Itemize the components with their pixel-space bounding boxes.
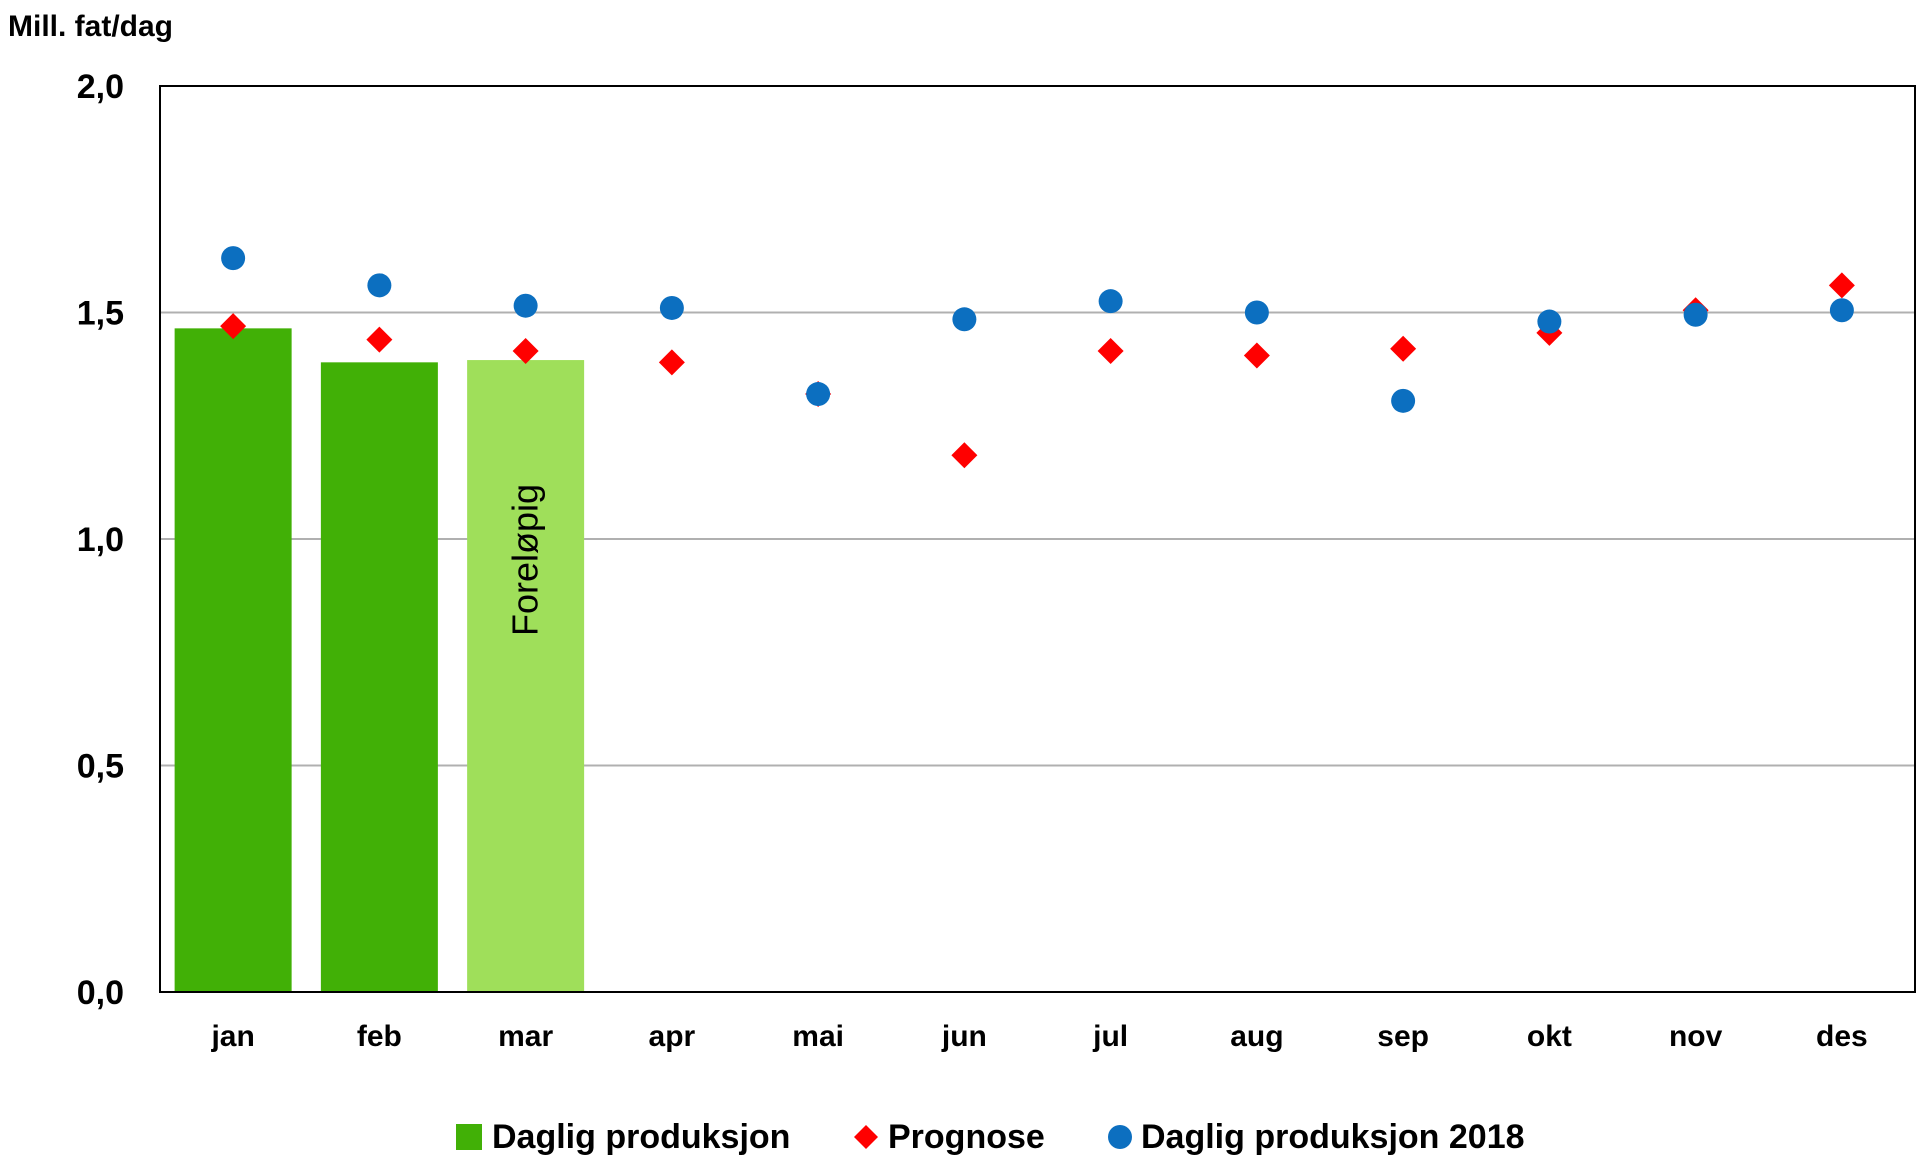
produksjon-2018-marker — [1683, 302, 1708, 327]
produksjon-2018-marker — [1537, 309, 1562, 334]
produksjon-2018-marker — [659, 295, 684, 320]
x-tick-label: nov — [1669, 1020, 1723, 1053]
legend-label-daglig-produksjon-2018: Daglig produksjon 2018 — [1141, 1118, 1525, 1156]
x-tick-label: okt — [1527, 1020, 1572, 1053]
preliminary-label: Foreløpig — [505, 484, 546, 636]
produksjon-2018-marker — [1829, 298, 1854, 323]
prognose-marker — [512, 338, 539, 365]
prognose-marker — [1243, 342, 1270, 369]
prognose-marker — [1390, 335, 1417, 362]
produksjon-2018-marker — [952, 307, 977, 332]
y-tick-label: 0,0 — [77, 974, 124, 1012]
axis-layer: Mill. fat/dag 0,0 0,5 1,0 1,5 2,0 jan feb mar ap… — [8, 10, 1916, 1053]
x-tick-label: mai — [792, 1020, 844, 1053]
x-tick-label: mar — [498, 1020, 553, 1053]
prognose-marker — [951, 442, 978, 469]
legend-swatch-prognose — [854, 1125, 878, 1149]
legend-label-daglig-produksjon: Daglig produksjon — [492, 1118, 790, 1156]
produksjon-2018-marker — [367, 273, 392, 298]
bar — [174, 328, 292, 993]
x-tick-label: feb — [357, 1020, 402, 1053]
legend-label-prognose: Prognose — [888, 1118, 1045, 1156]
x-tick-label: apr — [649, 1020, 696, 1053]
y-tick-label: 1,5 — [77, 295, 124, 333]
produksjon-2018-marker — [806, 382, 831, 407]
prognose-marker — [1097, 338, 1124, 365]
produksjon-2018-marker — [1098, 289, 1123, 314]
grid-layer — [160, 311, 1915, 767]
x-tick-label: sep — [1377, 1020, 1429, 1053]
bar-preliminary — [467, 360, 585, 992]
bar-layer: Foreløpig — [174, 328, 585, 993]
produksjon-2018-marker — [1244, 300, 1269, 325]
marker-layer — [220, 246, 1855, 469]
produksjon-2018-marker — [1391, 388, 1416, 413]
bar — [320, 362, 438, 993]
legend: Daglig produksjon Prognose Daglig produksj… — [456, 1118, 1525, 1156]
produksjon-2018-marker — [513, 293, 538, 318]
prognose-marker — [366, 326, 393, 353]
y-axis-label: Mill. fat/dag — [8, 10, 173, 43]
produksjon-2018-marker — [221, 246, 246, 271]
prognose-marker — [658, 349, 685, 376]
y-tick-label: 2,0 — [77, 68, 124, 106]
prognose-marker — [220, 313, 247, 340]
y-tick-label: 1,0 — [77, 521, 124, 559]
x-tick-label: jun — [941, 1020, 987, 1053]
y-tick-label: 0,5 — [77, 748, 124, 786]
plot-frame — [159, 85, 1916, 993]
legend-swatch-bar — [456, 1124, 482, 1150]
x-tick-label: aug — [1230, 1020, 1283, 1053]
x-tick-label: jan — [210, 1020, 254, 1053]
prognose-marker — [1828, 272, 1855, 299]
legend-swatch-2018 — [1108, 1125, 1132, 1149]
x-tick-label: des — [1816, 1020, 1868, 1053]
x-tick-label: jul — [1092, 1020, 1128, 1053]
